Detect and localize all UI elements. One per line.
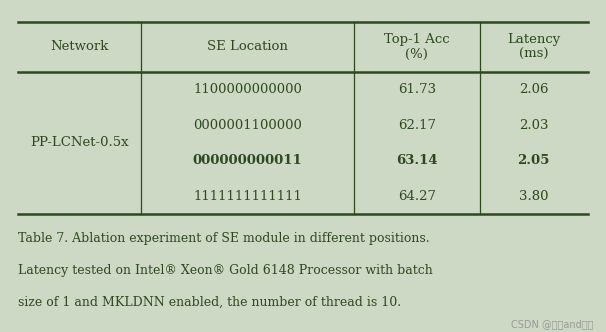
Text: 64.27: 64.27 — [398, 190, 436, 203]
Text: CSDN @冬日and暖阳: CSDN @冬日and暖阳 — [511, 319, 594, 329]
Text: 000000000011: 000000000011 — [193, 154, 302, 167]
Text: 1111111111111: 1111111111111 — [193, 190, 302, 203]
Text: PP-LCNet-0.5x: PP-LCNet-0.5x — [30, 136, 128, 149]
Text: 63.14: 63.14 — [396, 154, 438, 167]
Text: Latency tested on Intel® Xeon® Gold 6148 Processor with batch: Latency tested on Intel® Xeon® Gold 6148… — [18, 264, 433, 277]
Text: 1100000000000: 1100000000000 — [193, 83, 302, 96]
Text: Latency
(ms): Latency (ms) — [507, 33, 561, 61]
Text: Network: Network — [50, 40, 108, 53]
Text: size of 1 and MKLDNN enabled, the number of thread is 10.: size of 1 and MKLDNN enabled, the number… — [18, 295, 401, 308]
Text: Top-1 Acc
(%): Top-1 Acc (%) — [384, 33, 450, 61]
Text: 62.17: 62.17 — [398, 119, 436, 131]
Text: Table 7. Ablation experiment of SE module in different positions.: Table 7. Ablation experiment of SE modul… — [18, 232, 430, 245]
Text: 3.80: 3.80 — [519, 190, 548, 203]
Text: 2.05: 2.05 — [518, 154, 550, 167]
Text: 61.73: 61.73 — [398, 83, 436, 96]
Text: 2.06: 2.06 — [519, 83, 548, 96]
Text: SE Location: SE Location — [207, 40, 288, 53]
Text: 0000001100000: 0000001100000 — [193, 119, 302, 131]
Text: 2.03: 2.03 — [519, 119, 548, 131]
